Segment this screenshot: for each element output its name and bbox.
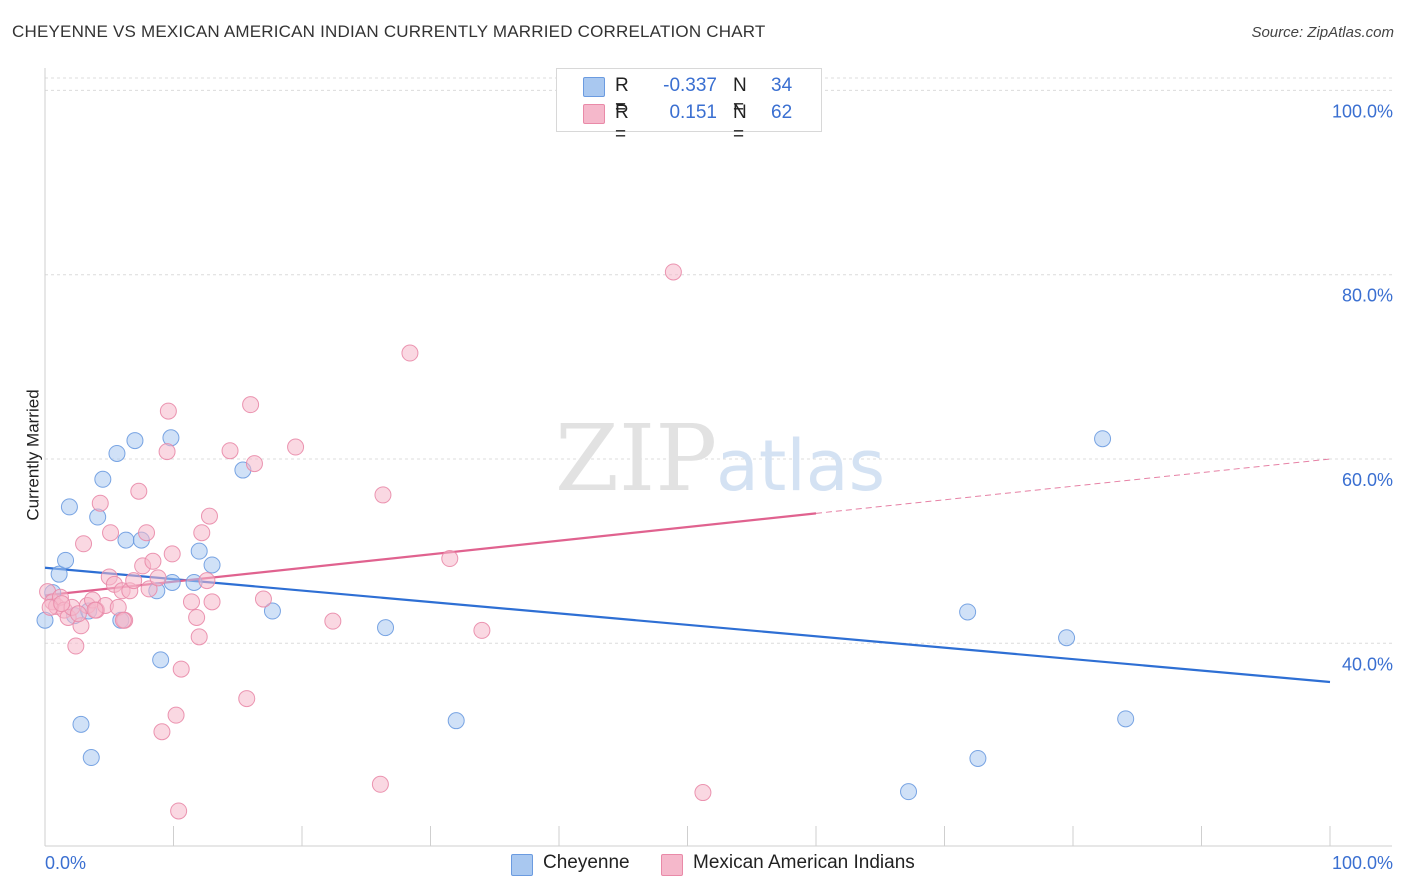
x-tick-label: 0.0% [45,853,86,873]
point-mexican-american-indians [149,569,167,587]
point-mexican-american-indians [172,660,190,678]
y-tick-label: 60.0% [1342,470,1393,490]
bottom-legend-label: Cheyenne [543,852,630,873]
point-cheyenne [72,715,90,733]
point-mexican-american-indians [159,402,177,420]
point-cheyenne [1094,430,1112,448]
point-mexican-american-indians [170,802,188,820]
axes [44,68,1392,847]
point-mexican-american-indians [144,552,162,570]
legend-n-value: 62 [771,102,793,123]
legend-r-label: R = [615,75,629,118]
point-cheyenne [60,498,78,516]
point-mexican-american-indians [167,706,185,724]
point-mexican-american-indians [245,455,263,473]
y-tick-label: 100.0% [1332,101,1393,121]
point-mexican-american-indians [203,593,221,611]
point-cheyenne [117,531,135,549]
point-mexican-american-indians [102,524,120,542]
point-mexican-american-indians [138,524,156,542]
point-mexican-american-indians [140,580,158,598]
tick-labels: 40.0% 60.0% 80.0% 100.0% 0.0% 100.0% [45,101,1393,873]
point-mexican-american-indians [371,775,389,793]
point-cheyenne [152,651,170,669]
point-mexican-american-indians [198,572,216,590]
bottom-legend-swatch-mexican-american-indians [661,854,683,876]
point-cheyenne [969,749,987,767]
point-mexican-american-indians [287,438,305,456]
correlation-legend: R = -0.337 N = 34 R = 0.151 N = 62 [556,68,822,145]
point-mexican-american-indians [190,628,208,646]
point-mexican-american-indians [441,550,459,568]
point-mexican-american-indians [53,595,71,613]
point-mexican-american-indians [86,601,104,619]
x-tick-label: 100.0% [1332,853,1393,873]
point-mexican-american-indians [188,608,206,626]
legend-n-label: N = [733,75,747,118]
watermark-zip: ZIP [555,405,717,512]
point-mexican-american-indians [473,621,491,639]
point-cheyenne [126,432,144,450]
y-tick-label: 80.0% [1342,286,1393,306]
point-cheyenne [163,573,181,591]
bottom-legend-swatch-cheyenne [511,854,533,876]
point-mexican-american-indians [401,344,419,362]
legend-r-value: -0.337 [663,75,717,96]
watermark: ZIP atlas [555,405,885,512]
chart-title: CHEYENNE VS MEXICAN AMERICAN INDIAN CURR… [12,22,766,41]
point-cheyenne [1117,710,1135,728]
point-cheyenne [203,556,221,574]
point-cheyenne [82,749,100,767]
point-mexican-american-indians [374,486,392,504]
legend-swatch-mexican-american-indians [583,104,605,124]
point-mexican-american-indians [694,784,712,802]
point-cheyenne [50,565,68,583]
point-mexican-american-indians [221,442,239,460]
data-points [36,263,1135,820]
point-cheyenne [89,508,107,526]
point-mexican-american-indians [193,524,211,542]
legend-swatch-cheyenne [583,77,605,97]
y-axis-label: Currently Married [23,389,43,521]
watermark-atlas: atlas [716,425,885,507]
point-mexican-american-indians [153,723,171,741]
point-mexican-american-indians [75,535,93,553]
point-mexican-american-indians [163,545,181,563]
grid [45,77,1392,644]
point-cheyenne [1058,629,1076,647]
legend-n-value: 34 [771,75,793,96]
point-cheyenne [108,444,126,462]
bottom-legend-label: Mexican American Indians [693,852,915,873]
point-cheyenne [57,551,75,569]
point-cheyenne [94,470,112,488]
y-tick-label: 40.0% [1342,654,1393,674]
point-mexican-american-indians [242,396,260,414]
point-mexican-american-indians [67,637,85,655]
legend-r-label: R = [615,102,629,145]
point-cheyenne [190,542,208,560]
point-mexican-american-indians [69,605,87,623]
point-mexican-american-indians [324,612,342,630]
point-mexican-american-indians [182,593,200,611]
point-cheyenne [959,603,977,621]
point-mexican-american-indians [254,590,272,608]
point-mexican-american-indians [200,507,218,525]
point-cheyenne [377,619,395,637]
trend-line-cheyenne [44,566,1331,684]
point-cheyenne [263,602,281,620]
point-mexican-american-indians [664,263,682,281]
legend-n-label: N = [733,102,747,145]
source-label: Source: ZipAtlas.com [1251,24,1394,41]
point-mexican-american-indians [91,494,109,512]
legend-r-value: 0.151 [669,102,717,123]
point-mexican-american-indians [130,482,148,500]
point-cheyenne [447,712,465,730]
point-cheyenne [900,783,918,801]
point-mexican-american-indians [238,690,256,708]
point-mexican-american-indians [158,443,176,461]
trend-line-extension [815,458,1331,514]
point-mexican-american-indians [114,611,132,629]
point-mexican-american-indians [125,572,143,590]
